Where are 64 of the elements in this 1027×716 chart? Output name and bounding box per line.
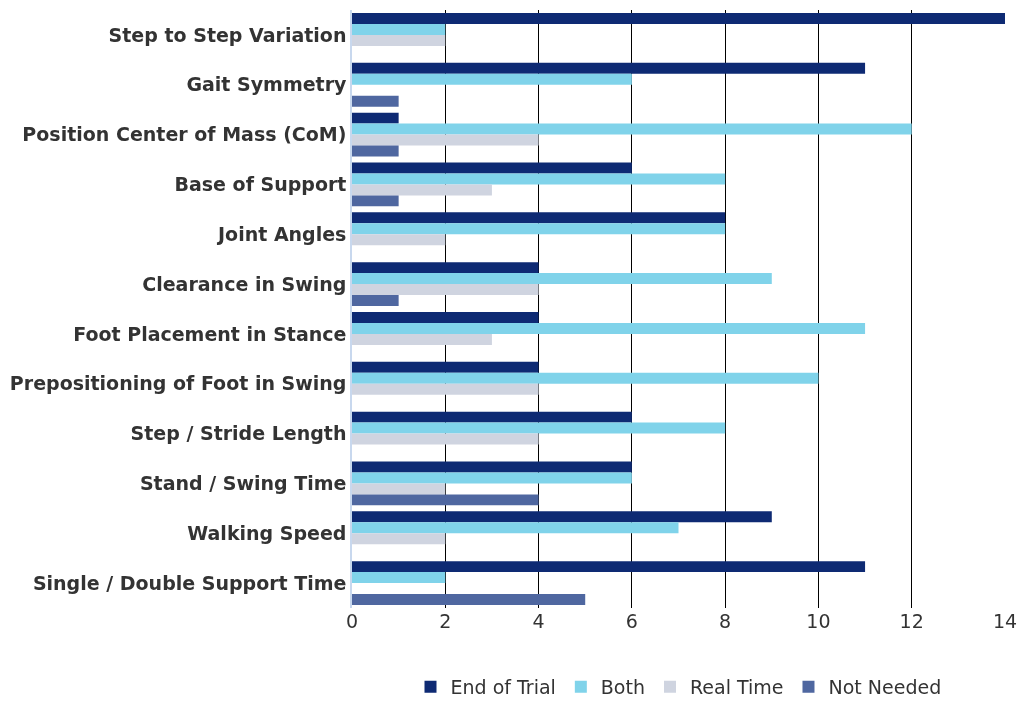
bar	[352, 34, 446, 46]
y-tick-label: Prepositioning of Foot in Swing	[9, 372, 347, 395]
y-tick-label: Joint Angles	[216, 222, 347, 245]
bar	[352, 234, 446, 246]
x-tick-label: 12	[899, 610, 924, 632]
bar	[352, 134, 539, 146]
bar	[352, 73, 632, 85]
bar	[352, 223, 726, 235]
x-tick-label: 0	[345, 610, 359, 632]
y-tick-label: Foot Placement in Stance	[73, 322, 347, 345]
y-tick-label: Gait Symmetry	[186, 73, 348, 96]
bar	[352, 594, 586, 606]
legend-label: Real Time	[689, 676, 784, 699]
bar	[352, 372, 819, 384]
bar	[352, 361, 539, 373]
bar	[352, 212, 726, 224]
y-tick-label: Step to Step Variation	[108, 23, 347, 46]
bar	[352, 284, 539, 296]
bar	[352, 162, 632, 174]
bar	[352, 511, 772, 523]
bar	[352, 184, 492, 196]
bar	[352, 62, 866, 74]
y-tick-label: Clearance in Swing	[142, 272, 347, 295]
bar	[352, 95, 399, 107]
bar	[352, 411, 632, 423]
bar	[352, 273, 772, 285]
bar	[352, 472, 632, 484]
x-tick-label: 10	[806, 610, 831, 632]
bar	[352, 322, 866, 334]
y-tick-label: Stand / Swing Time	[139, 472, 347, 495]
y-tick-label: Position Center of Mass (CoM)	[22, 123, 347, 146]
bar	[352, 422, 726, 434]
bar	[352, 461, 632, 473]
bar	[352, 173, 726, 185]
x-tick-label: 6	[625, 610, 638, 632]
bar	[352, 483, 446, 495]
bar	[352, 12, 1005, 24]
bar	[352, 311, 539, 323]
y-tick-label: Base of Support	[174, 173, 347, 196]
bar	[352, 295, 399, 307]
y-tick-label: Step / Stride Length	[130, 422, 347, 445]
legend-label: Both	[600, 676, 645, 699]
bar	[352, 112, 399, 124]
legend-label: End of Trial	[450, 676, 556, 699]
x-tick-label: 4	[532, 610, 545, 632]
bar	[352, 23, 446, 35]
bar	[352, 494, 539, 506]
y-tick-label: Single / Double Support Time	[32, 571, 347, 594]
bar	[352, 522, 679, 534]
bar	[352, 145, 399, 157]
bar	[352, 433, 539, 445]
bar	[352, 572, 446, 584]
legend-label: Not Needed	[828, 676, 942, 699]
bar	[352, 383, 539, 395]
x-tick-label: 14	[992, 610, 1018, 632]
x-tick-label: 8	[719, 610, 732, 632]
x-tick-label: 2	[439, 610, 452, 632]
bar	[352, 195, 399, 207]
bar	[352, 123, 912, 135]
bar	[352, 533, 446, 545]
y-tick-label: Walking Speed	[187, 521, 347, 544]
bar	[352, 561, 866, 573]
bar	[352, 333, 492, 345]
bar	[352, 262, 539, 274]
